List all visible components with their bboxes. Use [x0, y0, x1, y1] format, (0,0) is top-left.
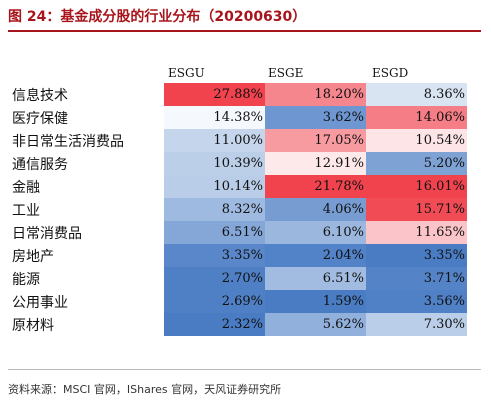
- heatmap-cell-esgd: 7.30%: [366, 313, 467, 336]
- table-row: 非日常生活消费品 11.00% 17.05% 10.54%: [12, 129, 467, 152]
- heatmap-cell-esgd: 3.35%: [366, 244, 467, 267]
- heatmap-cell-esgu: 10.39%: [164, 152, 265, 175]
- heatmap-cell-esgu: 3.35%: [164, 244, 265, 267]
- heatmap-cell-esgd: 3.56%: [366, 290, 467, 313]
- title-divider: [8, 30, 481, 32]
- heatmap-cell-esge: 3.62%: [265, 106, 366, 129]
- heatmap-cell-esgd: 10.54%: [366, 129, 467, 152]
- heatmap-cell-esgd: 3.71%: [366, 267, 467, 290]
- heatmap-cell-esge: 6.10%: [265, 221, 366, 244]
- source-note: 资料来源：MSCI 官网，IShares 官网，天风证券研究所: [8, 383, 282, 396]
- row-label: 金融: [12, 179, 40, 196]
- heatmap-cell-esge: 4.06%: [265, 198, 366, 221]
- row-label: 日常消费品: [12, 225, 82, 242]
- table-row: 公用事业 2.69% 1.59% 3.56%: [12, 290, 467, 313]
- table-row: 能源 2.70% 6.51% 3.71%: [12, 267, 467, 290]
- heatmap-cell-esgu: 2.32%: [164, 313, 265, 336]
- row-label: 医疗保健: [12, 110, 68, 127]
- column-header-esgu: ESGU: [168, 66, 205, 80]
- heatmap-cell-esgu: 6.51%: [164, 221, 265, 244]
- heatmap-cell-esge: 12.91%: [265, 152, 366, 175]
- heatmap-cell-esgu: 2.70%: [164, 267, 265, 290]
- heatmap-cell-esge: 5.62%: [265, 313, 366, 336]
- row-label: 公用事业: [12, 294, 68, 311]
- heatmap-cell-esgd: 5.20%: [366, 152, 467, 175]
- heatmap-cell-esgu: 27.88%: [164, 83, 265, 106]
- figure-title: 图 24：基金成分股的行业分布（20200630）: [8, 9, 307, 25]
- table-row: 医疗保健 14.38% 3.62% 14.06%: [12, 106, 467, 129]
- heatmap-cell-esgu: 14.38%: [164, 106, 265, 129]
- heatmap-cell-esgd: 14.06%: [366, 106, 467, 129]
- heatmap-cell-esge: 17.05%: [265, 129, 366, 152]
- heatmap-cell-esge: 18.20%: [265, 83, 366, 106]
- heatmap-cell-esgu: 2.69%: [164, 290, 265, 313]
- heatmap-cell-esge: 6.51%: [265, 267, 366, 290]
- row-label: 通信服务: [12, 156, 68, 173]
- heatmap-cell-esgd: 15.71%: [366, 198, 467, 221]
- row-label: 能源: [12, 271, 40, 288]
- row-label: 原材料: [12, 317, 54, 334]
- column-header-esge: ESGE: [268, 66, 304, 80]
- table-row: 工业 8.32% 4.06% 15.71%: [12, 198, 467, 221]
- heatmap-body: 信息技术 27.88% 18.20% 8.36% 医疗保健 14.38% 3.62% 14.0…: [12, 83, 467, 336]
- source-divider: [8, 369, 481, 370]
- column-header-esgd: ESGD: [372, 66, 409, 80]
- heatmap-cell-esgd: 11.65%: [366, 221, 467, 244]
- table-row: 金融 10.14% 21.78% 16.01%: [12, 175, 467, 198]
- table-row: 原材料 2.32% 5.62% 7.30%: [12, 313, 467, 336]
- heatmap-cell-esgu: 11.00%: [164, 129, 265, 152]
- row-label: 信息技术: [12, 87, 68, 104]
- heatmap-cell-esgd: 8.36%: [366, 83, 467, 106]
- heatmap-cell-esgd: 16.01%: [366, 175, 467, 198]
- row-label: 非日常生活消费品: [12, 133, 124, 150]
- table-row: 房地产 3.35% 2.04% 3.35%: [12, 244, 467, 267]
- heatmap-cell-esge: 2.04%: [265, 244, 366, 267]
- table-row: 信息技术 27.88% 18.20% 8.36%: [12, 83, 467, 106]
- row-label: 房地产: [12, 248, 54, 265]
- table-row: 通信服务 10.39% 12.91% 5.20%: [12, 152, 467, 175]
- heatmap-cell-esgu: 10.14%: [164, 175, 265, 198]
- table-row: 日常消费品 6.51% 6.10% 11.65%: [12, 221, 467, 244]
- heatmap-cell-esge: 1.59%: [265, 290, 366, 313]
- industry-heatmap-table: 信息技术 27.88% 18.20% 8.36% 医疗保健 14.38% 3.62% 14.0…: [12, 83, 467, 336]
- row-label: 工业: [12, 202, 40, 219]
- heatmap-cell-esgu: 8.32%: [164, 198, 265, 221]
- heatmap-cell-esge: 21.78%: [265, 175, 366, 198]
